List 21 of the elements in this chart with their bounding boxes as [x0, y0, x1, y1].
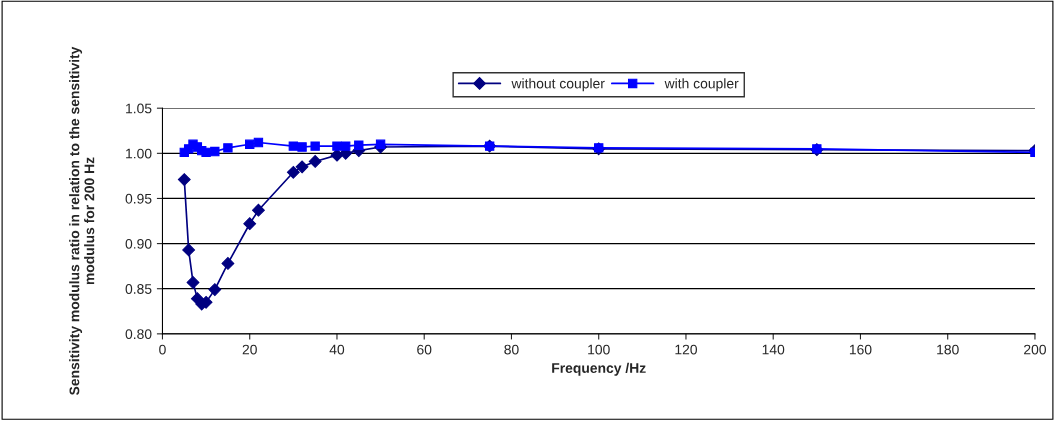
y-axis-title: Sensitivity modulus ratio in relation to the sensitivity modulus for 200 Hz	[69, 46, 95, 396]
legend-label: with coupler	[664, 78, 739, 92]
y-tick-label: 0.80	[125, 329, 152, 340]
y-tick-label: 1.05	[126, 103, 152, 114]
x-tick-label: 200	[1024, 344, 1046, 355]
y-tick-label: 0.90	[125, 238, 152, 249]
x-tick-label: 160	[849, 344, 872, 355]
x-tick-label: 60	[417, 344, 432, 355]
y-tick-label: 0.95	[125, 193, 152, 204]
x-tick-label: 120	[675, 344, 698, 355]
x-axis-title: Frequency /Hz	[552, 362, 646, 376]
x-tick-label: 80	[504, 344, 519, 355]
y-tick-label: 0.85	[125, 284, 152, 294]
x-tick-label: 100	[588, 344, 610, 355]
x-tick-label: 40	[329, 344, 345, 355]
x-tick-label: 180	[937, 344, 959, 355]
x-tick-label: 140	[762, 344, 785, 355]
legend-label: without coupler	[511, 78, 605, 92]
x-tick-label: 0	[159, 344, 166, 355]
x-tick-label: 20	[242, 344, 257, 355]
y-tick-label: 1.00	[126, 148, 152, 159]
